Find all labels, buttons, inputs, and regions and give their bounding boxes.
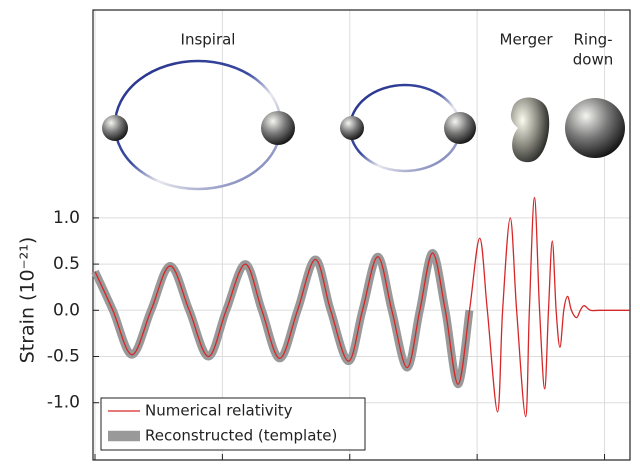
legend: Numerical relativity Reconstructed (templ…: [100, 397, 366, 451]
legend-label: Reconstructed (template): [145, 427, 337, 445]
y-tick-label: 1.0: [53, 208, 80, 228]
legend-box: [100, 397, 366, 451]
phase-label: Ring-: [573, 31, 612, 49]
plot-frame: [92, 9, 631, 461]
phase-label: Inspiral: [181, 31, 236, 49]
y-tick-label: -0.5: [47, 347, 80, 367]
y-tick-label: 0.5: [53, 254, 80, 274]
series-line: [94, 196, 630, 418]
series-line: [91, 249, 474, 389]
illustration: [102, 59, 625, 191]
legend-label: Numerical relativity: [145, 402, 293, 420]
y-tick-label: 0.0: [53, 300, 80, 320]
phase-label: Merger: [500, 31, 554, 49]
phase-label: down: [573, 51, 613, 69]
y-tick-label: -1.0: [47, 393, 80, 413]
y-axis-label: Strain (10⁻²¹): [17, 237, 39, 364]
